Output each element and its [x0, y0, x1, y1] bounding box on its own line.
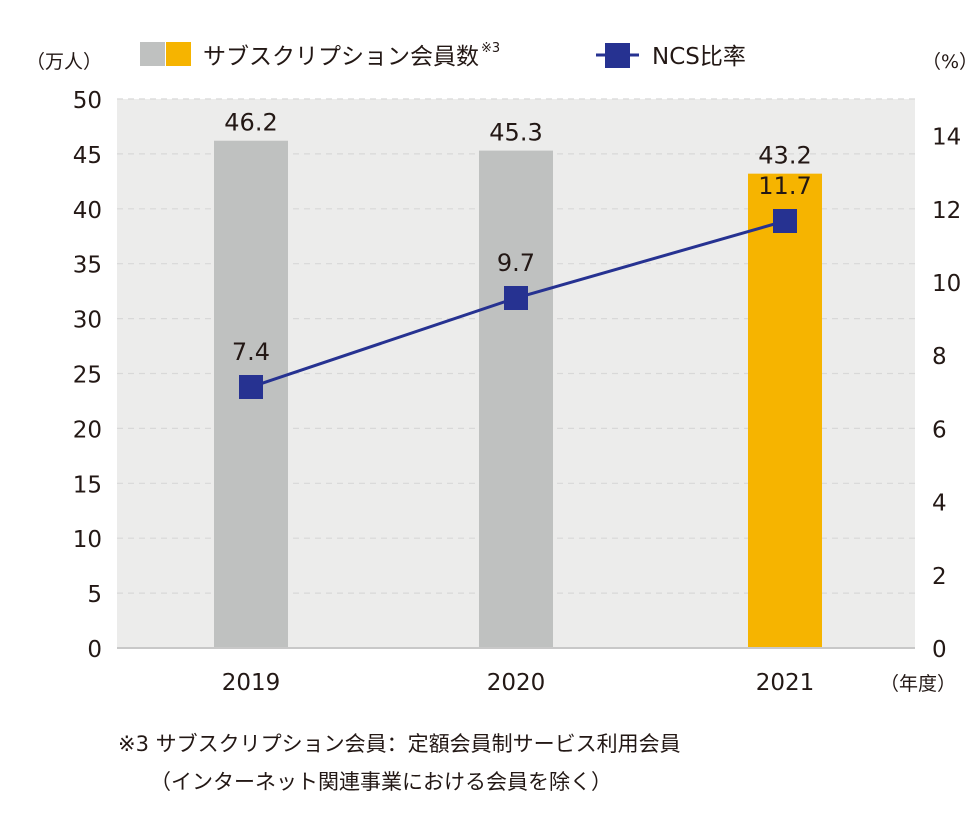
legend-label-ncs: NCS比率 [652, 44, 746, 70]
bar-2021 [748, 173, 822, 648]
legend-marker-square [605, 43, 630, 68]
ncs-marker-2021 [773, 209, 797, 233]
x-axis-tick-label: 2020 [487, 670, 546, 696]
left-axis-tick-label: 25 [73, 363, 102, 389]
x-axis-tick-label: 2021 [756, 670, 815, 696]
left-axis-tick-label: 40 [73, 198, 102, 224]
legend-label-subscription: サブスクリプション会員数 [203, 44, 479, 70]
bar-2020 [479, 150, 553, 648]
footnote-line-1: ※3 サブスクリプション会員：定額会員制サービス利用会員 [118, 732, 681, 756]
ncs-value-label: 11.7 [758, 172, 811, 200]
left-axis-tick-label: 5 [87, 582, 102, 608]
ncs-marker-2020 [504, 286, 528, 310]
right-axis-tick-label: 8 [932, 344, 947, 370]
right-axis-tick-label: 6 [932, 417, 947, 443]
left-axis-tick-label: 30 [73, 308, 102, 334]
left-axis-tick-label: 50 [73, 88, 102, 114]
right-axis-tick-label: 10 [932, 271, 961, 297]
legend-swatch-bar-past [140, 42, 165, 66]
left-axis-tick-label: 10 [73, 527, 102, 553]
legend-swatch-bar-current [166, 42, 191, 66]
bar-value-label: 45.3 [489, 119, 542, 147]
right-axis-tick-label: 2 [932, 564, 947, 590]
left-axis-unit: （万人） [26, 51, 102, 73]
ncs-value-label: 7.4 [232, 338, 270, 366]
left-axis-tick-label: 35 [73, 253, 102, 279]
x-axis-tick-label: 2019 [222, 670, 281, 696]
right-axis-tick-label: 0 [932, 637, 947, 663]
x-axis-ticks: 2019 2020 2021 [222, 670, 815, 696]
bar-value-label: 43.2 [758, 142, 811, 170]
left-axis-tick-label: 0 [87, 637, 102, 663]
legend-footnote-mark: ※3 [481, 41, 500, 56]
legend: サブスクリプション会員数 ※3 NCS比率 [140, 41, 746, 70]
left-axis-tick-label: 20 [73, 417, 102, 443]
right-axis-unit: （%） [922, 51, 978, 73]
footnote-line-2: （インターネット関連事業における会員を除く） [150, 770, 612, 794]
left-axis-tick-label: 45 [73, 143, 102, 169]
ncs-marker-2019 [239, 375, 263, 399]
combo-chart: 46.2 45.343.2 7.49.711.7 0510152025303540… [26, 41, 978, 696]
right-axis-tick-label: 14 [932, 125, 961, 151]
line-series: 7.4 9.7 11.7 [232, 172, 812, 399]
bar-series: 46.2 45.3 43.2 [214, 109, 822, 648]
left-axis-ticks: 0 5 10 15 20 25 30 35 40 45 50 [73, 88, 102, 663]
ncs-value-label: 9.7 [497, 249, 535, 277]
right-axis-ticks: 0 2 4 6 8 10 12 14 [932, 125, 961, 663]
left-axis-tick-label: 15 [73, 472, 102, 498]
right-axis-tick-label: 12 [932, 198, 961, 224]
right-axis-tick-label: 4 [932, 491, 947, 517]
bar-value-label: 46.2 [224, 109, 277, 137]
x-axis-unit: （年度） [880, 673, 956, 695]
